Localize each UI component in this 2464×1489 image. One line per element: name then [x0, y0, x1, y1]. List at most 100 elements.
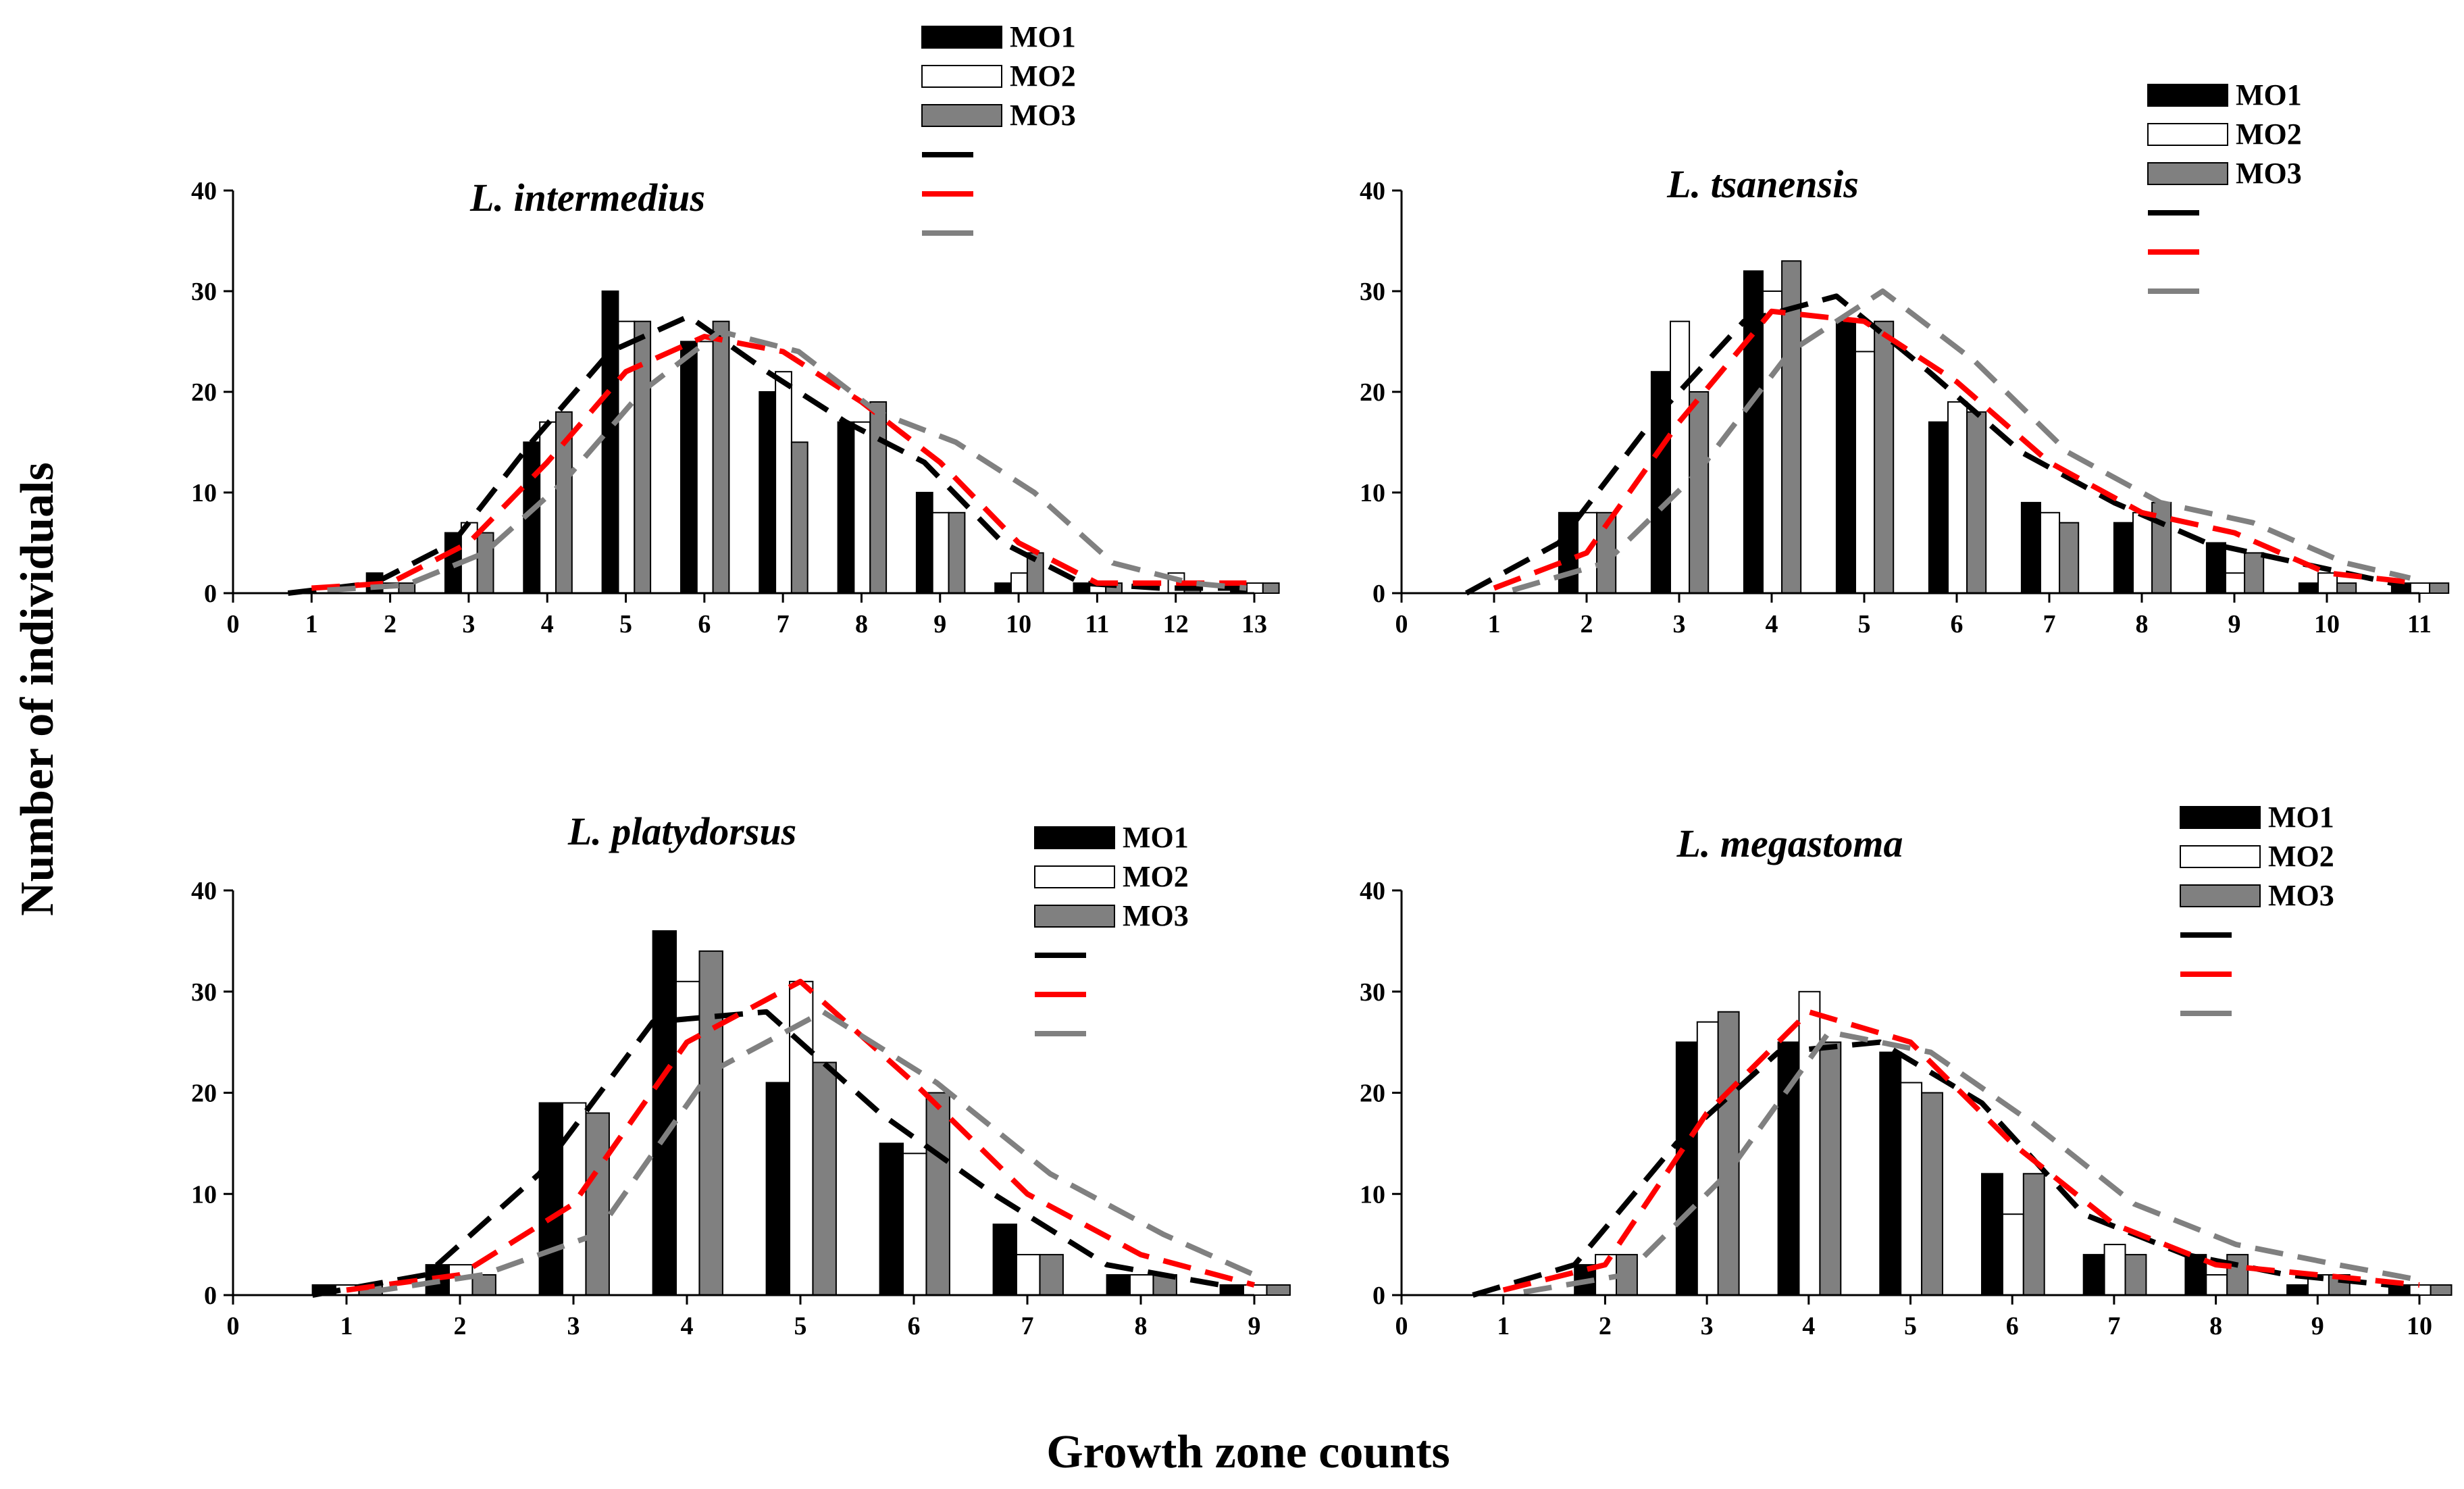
bar-mo3-5: [812, 1061, 837, 1296]
x-tick-label: 1: [340, 1312, 353, 1340]
y-tick-label: 10: [1360, 479, 1385, 507]
x-tick-label: 5: [619, 610, 632, 638]
bar-mo3-6: [712, 320, 730, 594]
legend: MO1 MO2 MO3: [921, 20, 1076, 236]
x-tick-label: 2: [1599, 1312, 1612, 1340]
bar-mo1-2: [1558, 511, 1578, 594]
y-tick-label: 10: [191, 479, 217, 507]
bar-mo3-6: [925, 1092, 950, 1296]
y-tick-label: 20: [1360, 1080, 1385, 1108]
bar-mo2-9: [1243, 1284, 1268, 1296]
fit-line-3: [1512, 288, 2411, 593]
x-tick-label: 6: [908, 1312, 921, 1340]
bar-mo1-6: [879, 1142, 904, 1296]
x-tick-label: 4: [1766, 610, 1778, 638]
bar-mo3-2: [398, 582, 416, 594]
x-tick-label: 8: [2136, 610, 2149, 638]
fit-line-2: [311, 334, 1247, 591]
y-tick-label: 10: [191, 1180, 217, 1209]
bar-mo1-9: [2286, 1284, 2309, 1296]
fit-line-2: [1502, 1009, 2420, 1293]
fit-line-2: [346, 978, 1256, 1293]
x-tick-label: 4: [1802, 1312, 1815, 1340]
x-tick-label: 13: [1241, 610, 1267, 638]
bar-mo2-8: [2132, 511, 2153, 594]
bar-mo2-4: [1798, 990, 1821, 1296]
bar-mo3-6: [1966, 411, 1987, 594]
bar-mo2-9: [2225, 572, 2246, 595]
y-tick-label: 20: [191, 378, 217, 407]
x-tick-label: 5: [1858, 610, 1871, 638]
bar-mo2-6: [2001, 1213, 2024, 1296]
bar-mo3-3: [1689, 391, 1710, 594]
bar-mo1-11: [2390, 582, 2411, 594]
bar-mo3-8: [869, 401, 888, 595]
legend-swatch-3: [2180, 884, 2261, 907]
bar-mo3-5: [1921, 1092, 1944, 1296]
legend-label: MO3: [2268, 879, 2334, 912]
legend-swatch-2: [1034, 865, 1115, 888]
x-tick-label: 6: [698, 610, 711, 638]
legend-label: MO1: [2236, 78, 2302, 111]
bar-mo3-10: [2430, 1284, 2453, 1296]
x-tick-label: 9: [2228, 610, 2241, 638]
bar-mo1-5: [601, 291, 619, 594]
x-tick-label: 3: [1673, 610, 1686, 638]
legend-label: MO3: [1123, 899, 1189, 932]
x-tick-label: 11: [2407, 610, 2432, 638]
bar-mo3-7: [1039, 1254, 1064, 1296]
legend-label: MO3: [1010, 99, 1076, 132]
legend-label: MO2: [1123, 860, 1189, 893]
bar-mo2-8: [1129, 1274, 1154, 1296]
bar-mo3-4: [1819, 1041, 1842, 1296]
y-tick-label: 0: [1372, 580, 1385, 608]
legend-swatch-3: [2147, 162, 2228, 185]
bar-mo1-3: [1675, 1041, 1698, 1296]
x-tick-label: 0: [1395, 1312, 1408, 1340]
bar-mo2-5: [1900, 1082, 1923, 1296]
bar-mo1-9: [2205, 542, 2226, 594]
legend-swatch-1: [921, 26, 1002, 49]
bar-mo3-10: [2336, 582, 2357, 594]
x-tick-label: 10: [2407, 1312, 2432, 1340]
x-tick-label: 10: [2314, 610, 2340, 638]
bar-mo2-7: [1016, 1254, 1041, 1296]
legend-swatch-2: [2180, 845, 2261, 868]
bar-mo2-4: [539, 421, 557, 595]
bar-mo2-9: [931, 511, 950, 594]
x-tick-label: 8: [2209, 1312, 2222, 1340]
bar-mo3-4: [698, 950, 723, 1296]
legend: MO1 MO2 MO3: [2147, 78, 2302, 294]
x-tick-label: 0: [1395, 610, 1408, 638]
bar-mo2-10: [2409, 1284, 2432, 1296]
fit-line-1: [311, 1009, 1221, 1298]
y-tick-label: 30: [191, 278, 217, 306]
legend-label: MO1: [1123, 821, 1189, 854]
bar-mo3-9: [2244, 552, 2265, 595]
x-tick-label: 6: [2006, 1312, 2019, 1340]
fit-line-1: [1472, 1039, 2390, 1298]
bar-mo2-6: [902, 1153, 927, 1296]
bar-mo3-9: [1266, 1284, 1291, 1296]
bar-mo1-8: [1106, 1274, 1131, 1296]
y-tick-label: 10: [1360, 1180, 1385, 1209]
legend-swatch-2: [921, 65, 1002, 88]
x-tick-label: 9: [933, 610, 946, 638]
x-tick-label: 1: [1488, 610, 1501, 638]
bar-mo2-5: [617, 320, 636, 594]
bar-mo2-3: [1696, 1021, 1719, 1296]
x-tick-label: 2: [454, 1312, 467, 1340]
bar-mo2-6: [1947, 401, 1968, 595]
bar-mo3-8: [2226, 1254, 2249, 1296]
bar-mo2-10: [1010, 572, 1028, 595]
bar-mo1-8: [837, 421, 855, 595]
bar-mo3-3: [1717, 1011, 1740, 1296]
bar-mo3-3: [585, 1112, 610, 1296]
y-tick-label: 40: [1360, 177, 1385, 205]
x-tick-label: 7: [1021, 1312, 1034, 1340]
y-tick-label: 20: [191, 1080, 217, 1108]
bar-mo2-8: [853, 421, 871, 595]
